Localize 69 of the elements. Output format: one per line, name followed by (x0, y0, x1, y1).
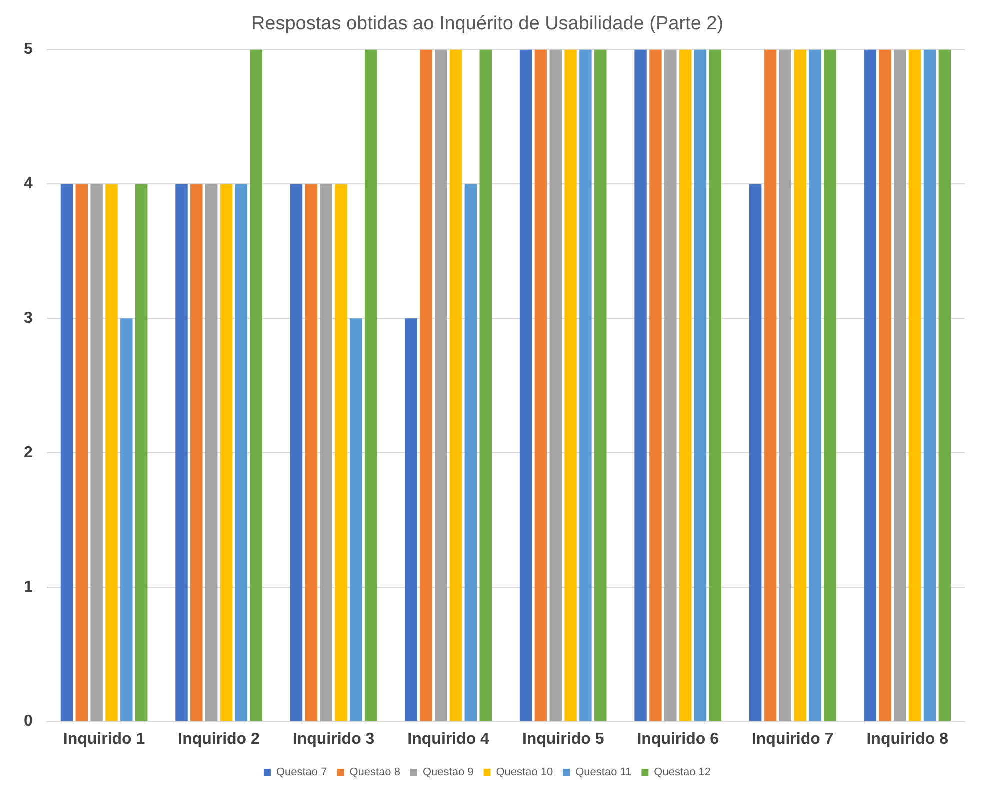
bar (594, 50, 607, 722)
legend-label: Questao 12 (654, 766, 712, 779)
bar (709, 50, 722, 722)
x-tick-label: Inquirido 5 (522, 730, 604, 748)
bar (106, 184, 118, 722)
bar (434, 50, 448, 722)
bar (550, 50, 562, 722)
legend-label: Questao 10 (496, 766, 554, 779)
x-tick-label: Inquirido 1 (63, 730, 146, 748)
bar (664, 50, 677, 722)
bar (76, 184, 88, 722)
bar (176, 184, 188, 722)
bar (90, 184, 103, 722)
bar (235, 184, 248, 722)
y-tick-label: 0 (24, 713, 33, 730)
bar (894, 50, 906, 722)
bar (320, 184, 332, 722)
bar (450, 50, 462, 722)
bar (749, 184, 762, 722)
bar (694, 50, 707, 722)
bar (350, 318, 362, 722)
legend-label: Questao 7 (276, 766, 328, 779)
bar (60, 184, 74, 722)
bar (135, 184, 148, 722)
bar (824, 50, 836, 722)
y-tick-label: 4 (24, 176, 33, 193)
x-tick-label: Inquirido 6 (637, 730, 720, 748)
bar (764, 50, 777, 722)
x-tick-label: Inquirido 3 (292, 730, 375, 748)
legend-label: Questao 8 (350, 766, 400, 779)
bar (190, 184, 203, 722)
bar (938, 50, 952, 722)
y-tick-label: 2 (24, 444, 33, 462)
bar (534, 50, 548, 722)
bar (564, 50, 577, 722)
bar (220, 184, 233, 722)
bar (520, 50, 532, 722)
bar (924, 50, 936, 722)
bar (305, 184, 318, 722)
bar (809, 50, 822, 722)
bar (290, 184, 303, 722)
bar (120, 318, 133, 722)
bar (879, 50, 892, 722)
x-tick-label: Inquirido 8 (866, 730, 949, 748)
bar (335, 184, 348, 722)
bar (250, 50, 262, 722)
bar (420, 50, 432, 722)
bar (679, 50, 692, 722)
bar (205, 184, 218, 722)
bar (464, 184, 478, 722)
bar (779, 50, 792, 722)
legend-label: Questao 11 (576, 766, 632, 779)
legend-label: Questao 9 (422, 766, 474, 779)
y-tick-label: 3 (24, 310, 33, 328)
bar (908, 50, 922, 722)
y-tick-label: 1 (24, 578, 33, 596)
bar (480, 50, 492, 722)
x-tick-label: Inquirido 4 (408, 730, 490, 748)
bar (405, 318, 418, 722)
x-tick-label: Inquirido 7 (752, 730, 834, 748)
bar (580, 50, 592, 722)
x-tick-label: Inquirido 2 (178, 730, 260, 748)
bar (864, 50, 876, 722)
bar (794, 50, 806, 722)
bar (650, 50, 662, 722)
y-tick-label: 5 (24, 41, 33, 58)
bar (634, 50, 647, 722)
bar (364, 50, 378, 722)
chart-title: Respostas obtidas ao Inquérito de Usabilidade (Parte 2) (251, 14, 724, 35)
